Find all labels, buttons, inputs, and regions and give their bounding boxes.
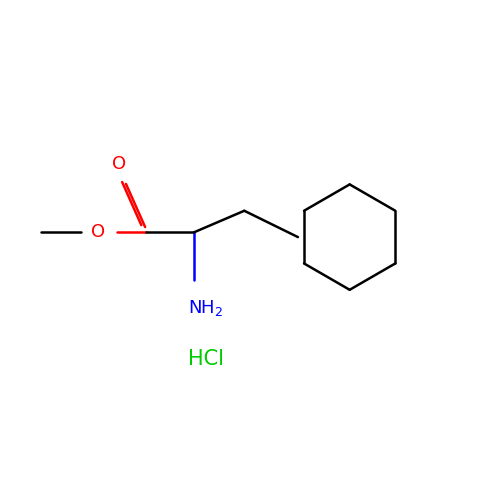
Text: HCl: HCl	[188, 349, 224, 369]
Text: O: O	[91, 223, 105, 241]
Text: NH$_2$: NH$_2$	[188, 297, 224, 318]
Text: O: O	[112, 155, 126, 173]
